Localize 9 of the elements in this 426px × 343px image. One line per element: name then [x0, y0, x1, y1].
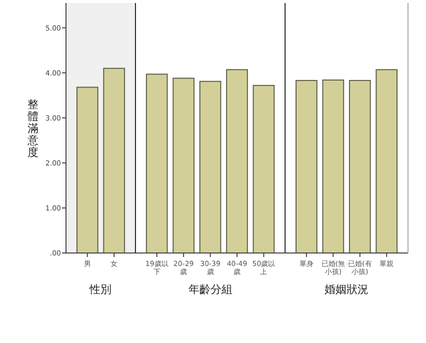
- x-axis-title: 年齡分組: [188, 283, 232, 296]
- bar: [199, 80, 222, 254]
- bar: [252, 84, 275, 254]
- x-axis-title: 婚姻狀況: [324, 283, 369, 296]
- bar: [226, 69, 248, 254]
- y-axis-title: 整體滿意度: [26, 98, 38, 159]
- x-axis-title: 性別: [88, 283, 112, 296]
- bar: [146, 74, 168, 254]
- bar: [172, 78, 194, 254]
